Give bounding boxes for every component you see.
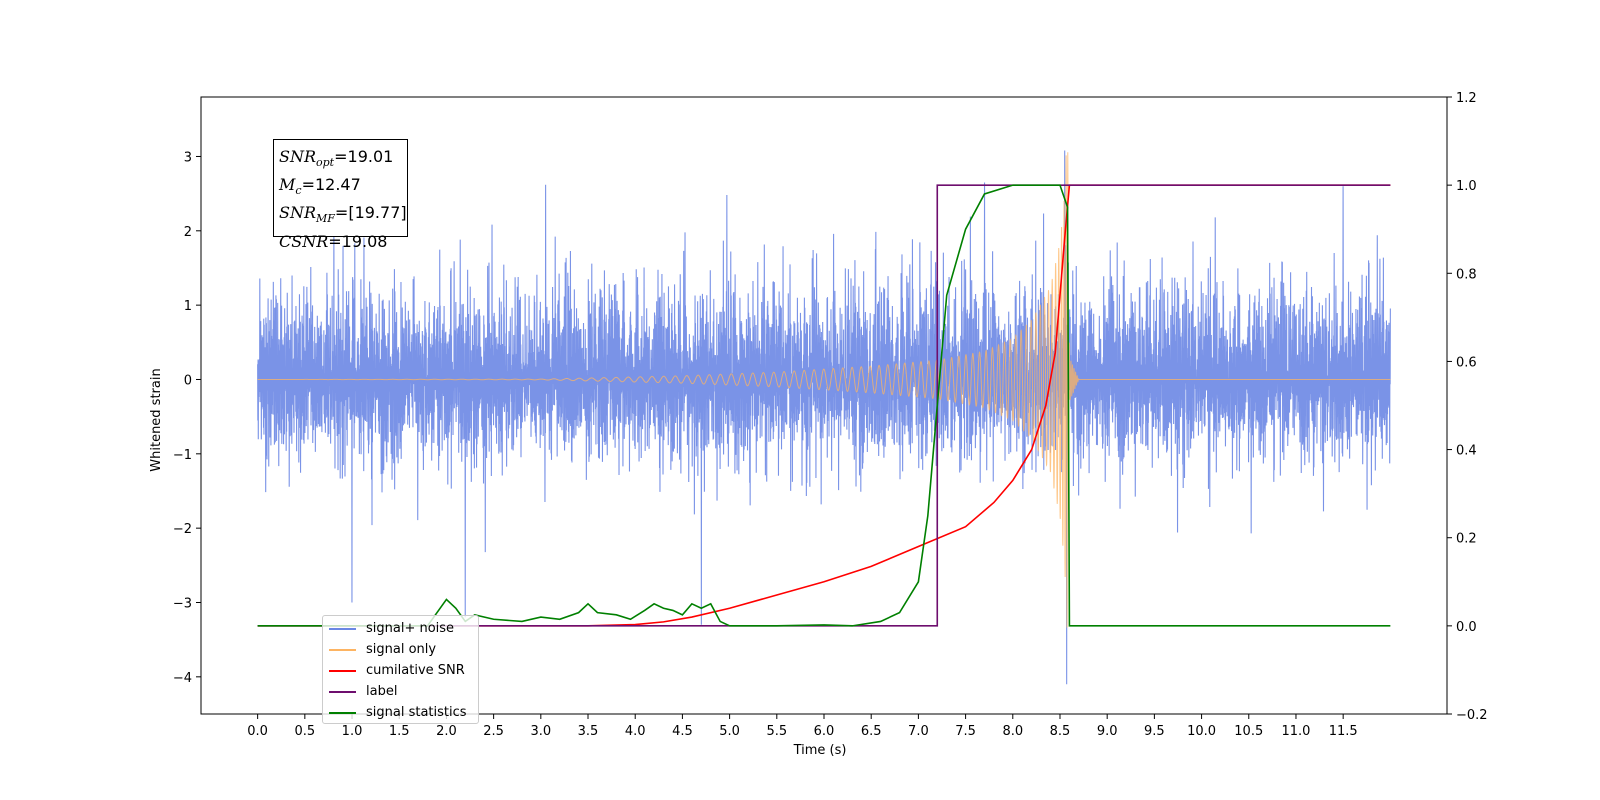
x-tick-label: 3.0 <box>530 724 551 739</box>
legend-swatch <box>329 711 356 714</box>
x-tick-label: 10.0 <box>1187 724 1216 739</box>
legend-swatch <box>329 669 356 672</box>
x-tick-label: 9.5 <box>1144 724 1165 739</box>
legend-item: signal only <box>329 639 478 660</box>
y2-tick-label: 0.8 <box>1456 267 1477 282</box>
x-tick-label: 2.5 <box>483 724 504 739</box>
legend-item: label <box>329 681 478 702</box>
csnr-row: CSNR=19.08 <box>279 231 388 251</box>
legend: signal+ noise signal only cumilative SNR… <box>322 615 479 724</box>
x-tick-label: 4.5 <box>672 724 693 739</box>
x-tick-label: 6.5 <box>861 724 882 739</box>
x-tick-label: 2.0 <box>436 724 457 739</box>
legend-label: signal statistics <box>366 705 467 720</box>
y-tick-label: −4 <box>173 671 192 686</box>
legend-label: signal+ noise <box>366 621 455 636</box>
x-tick-label: 5.5 <box>766 724 787 739</box>
legend-label: signal only <box>366 642 437 657</box>
x-tick-label: 8.0 <box>1002 724 1023 739</box>
x-tick-label: 7.5 <box>955 724 976 739</box>
x-tick-label: 11.0 <box>1281 724 1310 739</box>
legend-swatch <box>329 690 356 693</box>
x-tick-label: 0.5 <box>294 724 315 739</box>
snr-mf-row: SNRMF=[19.77] <box>279 203 407 226</box>
y-tick-label: 2 <box>184 225 192 240</box>
y2-tick-label: 1.2 <box>1456 91 1477 106</box>
y2-tick-label: −0.2 <box>1456 708 1488 723</box>
x-tick-label: 8.5 <box>1050 724 1071 739</box>
series-label <box>257 184 1391 627</box>
mc-row: Mc=12.47 <box>279 175 361 198</box>
legend-item: cumilative SNR <box>329 660 478 681</box>
y-axis-label: Whitened strain <box>149 368 164 471</box>
x-tick-label: 11.5 <box>1329 724 1358 739</box>
series-signal-statistics <box>257 184 1391 627</box>
series-signal-only <box>257 152 1391 628</box>
series-layer <box>257 150 1391 685</box>
y-tick-label: 0 <box>184 373 192 388</box>
snr-annotation-box: SNRopt=19.01 Mc=12.47 SNRMF=[19.77] CSNR… <box>273 139 408 251</box>
y-tick-label: −1 <box>173 448 192 463</box>
mc-value: =12.47 <box>301 175 361 195</box>
y-tick-label: −3 <box>173 596 192 611</box>
y-axis-right-ticks: 1.2 1.0 0.8 0.6 0.4 0.2 0.0 −0.2 <box>1447 91 1488 723</box>
legend-label: label <box>366 684 398 699</box>
y2-tick-label: 0.6 <box>1456 355 1477 370</box>
x-tick-label: 6.0 <box>814 724 835 739</box>
x-tick-label: 9.0 <box>1097 724 1118 739</box>
csnr-value: =19.08 <box>328 231 388 251</box>
y2-tick-label: 0.4 <box>1456 444 1477 459</box>
y-axis-left-ticks: 3 2 1 0 −1 −2 −3 −4 <box>173 150 201 686</box>
snr-opt-row: SNRopt=19.01 <box>279 147 394 170</box>
legend-item: signal statistics <box>329 702 478 723</box>
legend-swatch <box>329 648 356 651</box>
x-axis-label: Time (s) <box>793 743 847 758</box>
x-tick-label: 7.0 <box>908 724 929 739</box>
y2-tick-label: 1.0 <box>1456 179 1477 194</box>
y-tick-label: 1 <box>184 299 192 314</box>
x-tick-label: 1.0 <box>342 724 363 739</box>
series-signal-noise <box>257 150 1391 685</box>
x-tick-label: 5.0 <box>719 724 740 739</box>
x-tick-label: 4.0 <box>625 724 646 739</box>
x-tick-label: 10.5 <box>1234 724 1263 739</box>
y-tick-label: 3 <box>184 150 192 165</box>
snr-mf-value: =[19.77] <box>334 203 407 223</box>
legend-item: signal+ noise <box>329 618 478 639</box>
x-tick-label: 0.0 <box>247 724 268 739</box>
legend-label: cumilative SNR <box>366 663 465 678</box>
x-axis-ticks: 0.0 0.5 1.0 1.5 2.0 2.5 3.0 3.5 4.0 4.5 5.0 5.5 6.0 6… <box>247 714 1358 739</box>
y2-tick-label: 0.2 <box>1456 532 1477 547</box>
series-cumulative-snr <box>257 184 1391 627</box>
x-tick-label: 3.5 <box>578 724 599 739</box>
x-tick-label: 1.5 <box>389 724 410 739</box>
legend-swatch <box>329 627 356 630</box>
y2-tick-label: 0.0 <box>1456 620 1477 635</box>
y-tick-label: −2 <box>173 522 192 537</box>
snr-opt-value: =19.01 <box>334 147 394 166</box>
